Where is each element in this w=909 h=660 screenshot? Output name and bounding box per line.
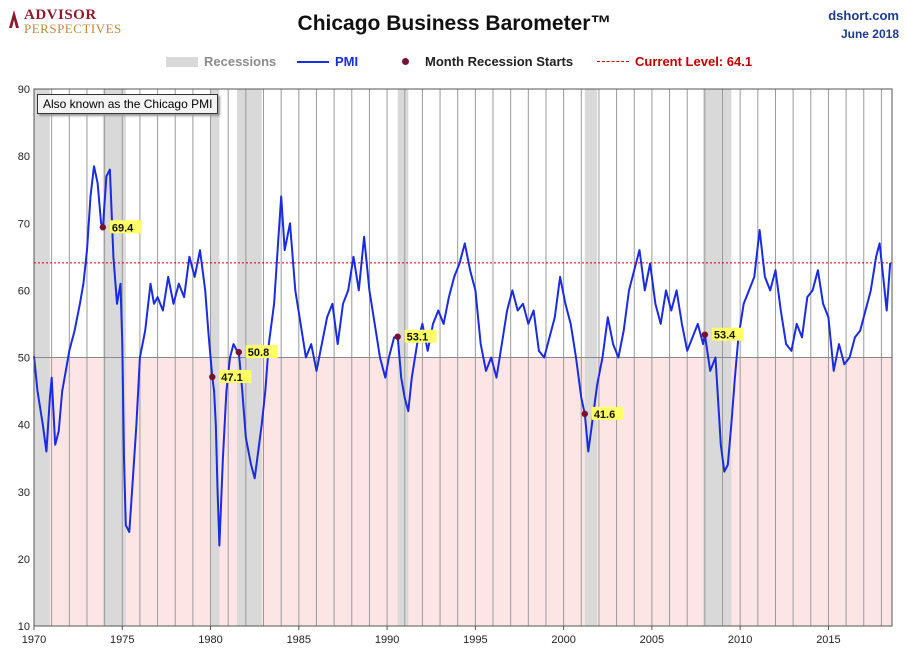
y-tick-label: 90 <box>18 84 30 96</box>
legend-recessions-swatch <box>166 56 198 67</box>
recession-start-label: 69.4 <box>112 222 134 234</box>
legend-recessions: Recessions <box>166 54 276 69</box>
y-tick-label: 10 <box>18 621 30 633</box>
x-tick-label: 1980 <box>198 634 222 646</box>
recession-start-marker <box>99 224 107 231</box>
y-tick-label: 40 <box>18 420 30 432</box>
legend-current-level-swatch <box>597 61 629 62</box>
recession-start-marker <box>581 410 589 418</box>
legend-marker-icon <box>402 58 409 65</box>
recession-start-label-bg <box>404 329 437 343</box>
recession-start-label-bg <box>245 345 278 359</box>
x-tick-label: 2010 <box>728 634 752 646</box>
legend-recessions-label: Recessions <box>204 54 277 69</box>
recession-start-marker <box>235 348 242 356</box>
y-tick-label: 70 <box>18 218 30 230</box>
y-tick-label: 50 <box>18 353 30 365</box>
x-tick-label: 2015 <box>816 634 840 646</box>
plot-frame <box>33 88 893 627</box>
recession-start-label: 53.1 <box>407 332 428 344</box>
recession-start-label-bg <box>109 220 142 234</box>
legend-pmi: PMI <box>297 54 358 69</box>
recession-start-marker <box>209 373 216 381</box>
y-tick-label: 60 <box>18 285 30 297</box>
source-date: June 2018 <box>840 27 899 41</box>
x-tick-label: 1990 <box>375 634 399 646</box>
x-tick-label: 2005 <box>640 634 664 646</box>
x-tick-label: 1970 <box>22 634 46 646</box>
contraction-zone <box>34 357 892 626</box>
chart-title: Chicago Business Barometer™ <box>297 12 612 35</box>
chart-note: Also known as the Chicago PMI <box>37 94 219 114</box>
recession-start-label-bg <box>591 406 624 420</box>
recession-start-label: 50.8 <box>248 347 269 359</box>
legend-pmi-label: PMI <box>335 54 359 69</box>
y-tick-label: 20 <box>18 554 30 566</box>
x-tick-label: 1985 <box>287 634 311 646</box>
legend-current-level: Current Level: 64.1 <box>597 54 752 69</box>
legend-recession-starts: Month Recession Starts <box>402 54 573 69</box>
x-tick-label: 1975 <box>110 634 134 646</box>
pmi-series-line <box>33 165 892 547</box>
source-site: dshort.com <box>828 8 899 23</box>
x-tick-label: 1995 <box>463 634 487 646</box>
recession-start-marker <box>701 331 709 338</box>
recession-start-label-bg <box>711 327 744 341</box>
x-tick-label: 2000 <box>551 634 575 646</box>
recession-start-label: 47.1 <box>221 372 242 384</box>
brand-name: ADVISOR <box>24 7 97 23</box>
advisor-perspectives-logo-icon <box>9 10 19 28</box>
recession-start-label-bg <box>219 369 252 383</box>
recession-start-label: 53.4 <box>714 330 736 342</box>
y-tick-label: 30 <box>18 487 30 499</box>
legend-current-level-label: Current Level: 64.1 <box>635 54 753 69</box>
recession-start-label: 41.6 <box>594 409 615 421</box>
y-tick-label: 80 <box>18 151 30 163</box>
brand-subname: PERSPECTIVES <box>24 21 122 36</box>
legend-pmi-swatch <box>297 60 329 63</box>
legend-recession-starts-label: Month Recession Starts <box>425 54 574 69</box>
recession-start-marker <box>394 333 401 340</box>
